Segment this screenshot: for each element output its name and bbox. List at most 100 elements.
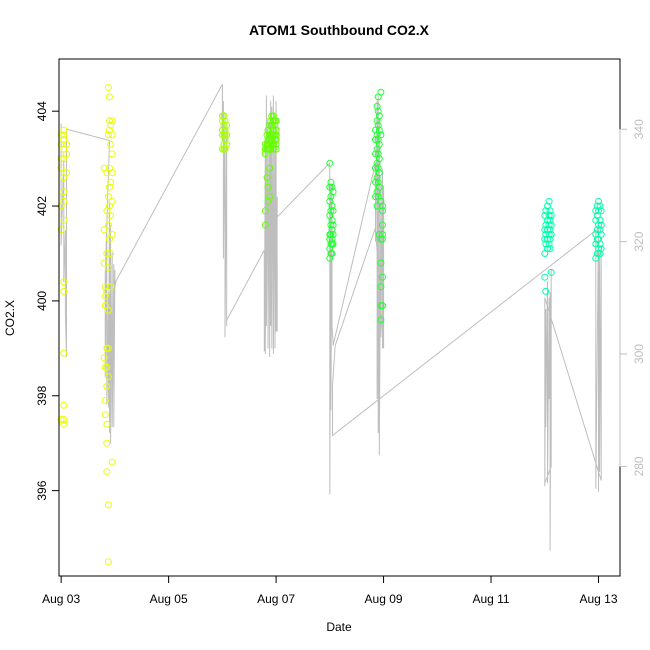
data-point <box>104 306 112 314</box>
y-axis-left: 396 398 400 402 404 <box>35 101 60 501</box>
data-point <box>264 197 272 205</box>
data-point <box>223 131 231 139</box>
data-point <box>60 197 68 205</box>
data-point <box>329 188 337 196</box>
data-point <box>545 221 553 229</box>
data-point <box>596 226 604 234</box>
data-point <box>263 174 271 182</box>
data-point <box>103 287 111 295</box>
data-point <box>595 245 602 253</box>
data-point <box>272 140 280 148</box>
data-point <box>597 231 605 238</box>
data-point <box>106 183 113 191</box>
data-point <box>593 226 601 234</box>
data-point <box>101 411 109 419</box>
x-axis-label: Date <box>326 620 352 634</box>
data-point <box>103 439 111 447</box>
data-point <box>546 207 554 215</box>
data-point <box>544 226 551 234</box>
data-point <box>101 283 109 291</box>
data-point <box>328 202 336 210</box>
data-point <box>595 221 602 229</box>
data-point <box>327 231 335 238</box>
data-point <box>272 131 280 139</box>
data-point <box>107 250 115 257</box>
data-point <box>542 231 550 238</box>
data-point <box>377 259 385 267</box>
data-point <box>596 250 604 257</box>
data-point <box>103 363 111 371</box>
data-point <box>596 202 604 210</box>
data-point <box>104 344 112 352</box>
data-point <box>221 145 229 153</box>
data-point <box>544 235 551 243</box>
x-tick-label: Aug 03 <box>42 592 80 606</box>
data-point <box>329 231 337 238</box>
data-point <box>329 221 337 229</box>
data-point <box>542 287 550 295</box>
data-point <box>375 140 383 148</box>
data-point <box>101 302 109 310</box>
y-tick-label-left: 398 <box>35 385 49 405</box>
data-point <box>100 226 108 234</box>
data-point <box>547 231 555 238</box>
data-point <box>57 226 65 234</box>
y-tick-label-right: 320 <box>632 231 646 251</box>
data-point <box>104 84 112 91</box>
data-point <box>103 382 111 390</box>
data-point <box>220 121 228 129</box>
data-point <box>546 245 554 253</box>
data-point <box>597 207 605 215</box>
data-point <box>377 197 385 205</box>
data-point <box>104 373 112 381</box>
data-point <box>106 117 113 125</box>
data-point <box>104 501 112 509</box>
y-tick-label-left: 404 <box>35 101 49 121</box>
data-point <box>60 278 68 286</box>
data-point <box>108 150 116 158</box>
data-point <box>326 159 334 167</box>
data-point <box>268 136 276 144</box>
data-point <box>268 121 276 129</box>
data-point <box>220 140 228 148</box>
data-point <box>329 240 337 248</box>
data-point <box>542 221 550 229</box>
data-point <box>374 164 382 172</box>
chart-title: ATOM1 Southbound CO2.X <box>249 22 430 38</box>
data-point <box>596 240 604 248</box>
data-point <box>372 136 379 144</box>
data-point <box>541 273 549 281</box>
y-axis-right: 280 300 320 340 <box>619 119 646 476</box>
data-point <box>106 93 113 101</box>
data-point <box>103 420 111 428</box>
data-point <box>261 221 269 229</box>
data-point <box>379 231 386 238</box>
scatter-points-layer <box>57 84 605 566</box>
data-point <box>326 183 334 191</box>
y-tick-label-left: 402 <box>35 196 49 216</box>
data-point <box>108 169 116 177</box>
data-point <box>328 216 336 224</box>
data-point <box>108 131 116 139</box>
data-point <box>541 226 549 234</box>
data-point <box>60 131 68 139</box>
data-point <box>104 558 112 566</box>
data-point <box>60 188 68 196</box>
data-point <box>221 136 229 144</box>
data-point <box>272 136 280 144</box>
secondary-series-line <box>60 84 602 551</box>
x-tick-label: Aug 13 <box>579 592 617 606</box>
secondary-line-layer <box>60 84 602 551</box>
data-point <box>60 126 68 134</box>
data-point <box>375 231 383 238</box>
data-point <box>107 178 115 186</box>
y-tick-label-right: 300 <box>632 344 646 364</box>
data-point <box>328 250 336 257</box>
data-point <box>272 145 280 153</box>
x-tick-label: Aug 09 <box>365 592 403 606</box>
data-point <box>103 468 111 476</box>
data-point <box>223 140 231 148</box>
data-point <box>379 207 386 215</box>
data-point <box>103 250 111 257</box>
